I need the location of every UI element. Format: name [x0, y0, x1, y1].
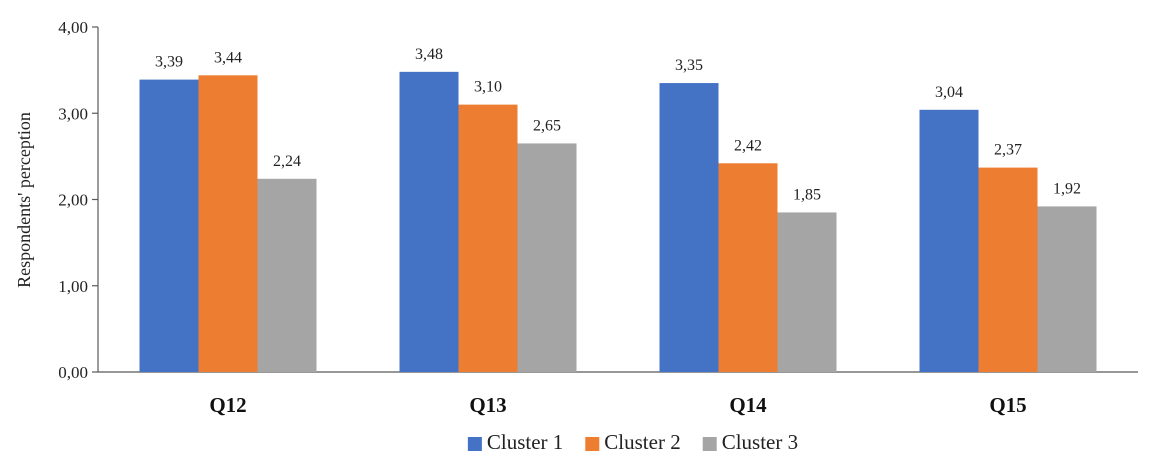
bar-cluster-3-q15 — [1037, 206, 1097, 372]
data-label: 3,04 — [935, 84, 963, 101]
legend-label: Cluster 1 — [487, 430, 563, 454]
data-label: 3,35 — [675, 57, 703, 74]
data-label: 2,65 — [533, 117, 561, 134]
bar-cluster-2-q15 — [978, 167, 1038, 372]
data-label: 3,44 — [214, 49, 242, 66]
legend-item-cluster-1: Cluster 1 — [467, 430, 563, 454]
legend-swatch — [702, 437, 717, 451]
legend-swatch — [467, 437, 482, 451]
x-tick-label-q15: Q15 — [989, 393, 1026, 417]
y-tick-label: 3,00 — [58, 104, 88, 123]
bars-group — [139, 71, 1097, 373]
bar-cluster-1-q14 — [659, 83, 719, 372]
data-label: 1,92 — [1053, 180, 1081, 197]
data-label: 3,10 — [474, 79, 502, 96]
data-label: 2,37 — [994, 142, 1022, 159]
legend-label: Cluster 3 — [722, 430, 798, 454]
data-label: 3,39 — [155, 54, 183, 71]
x-tick-label-q13: Q13 — [469, 393, 506, 417]
legend-item-cluster-3: Cluster 3 — [702, 430, 798, 454]
bar-cluster-1-q15 — [919, 109, 979, 373]
bar-cluster-3-q13 — [517, 143, 577, 372]
data-label: 1,85 — [793, 186, 821, 203]
y-tick-label: 1,00 — [58, 277, 88, 296]
data-labels-group: 3,39 3,44 2,24 3,48 3,10 2,65 3,35 2,42 1,85 3,04… — [155, 46, 1081, 204]
data-label: 3,48 — [415, 46, 443, 63]
x-tick-label-q12: Q12 — [209, 393, 246, 417]
y-tick-label: 0,00 — [58, 363, 88, 382]
x-tick-label-q14: Q14 — [729, 393, 767, 417]
bar-cluster-3-q14 — [777, 212, 837, 372]
bar-cluster-2-q12 — [198, 75, 258, 373]
legend-label: Cluster 2 — [604, 430, 680, 454]
bar-cluster-1-q12 — [139, 79, 199, 373]
x-axis: Q12 Q13 Q14 Q15 — [98, 371, 1138, 417]
y-tick-label: 4,00 — [58, 18, 88, 37]
legend-swatch — [585, 437, 600, 451]
data-label: 2,24 — [273, 153, 301, 170]
bar-cluster-3-q12 — [257, 178, 317, 372]
legend: Cluster 1 Cluster 2 Cluster 3 — [467, 430, 798, 454]
bar-cluster-2-q13 — [458, 104, 518, 372]
y-axis-title: Respondents' perception — [14, 112, 34, 288]
y-axis: 0,00 1,00 2,00 3,00 4,00 — [58, 18, 99, 382]
bar-cluster-1-q13 — [399, 71, 459, 372]
data-label: 2,42 — [734, 137, 762, 154]
bar-cluster-2-q14 — [718, 163, 778, 372]
legend-item-cluster-2: Cluster 2 — [585, 430, 681, 454]
y-tick-label: 2,00 — [58, 191, 88, 210]
